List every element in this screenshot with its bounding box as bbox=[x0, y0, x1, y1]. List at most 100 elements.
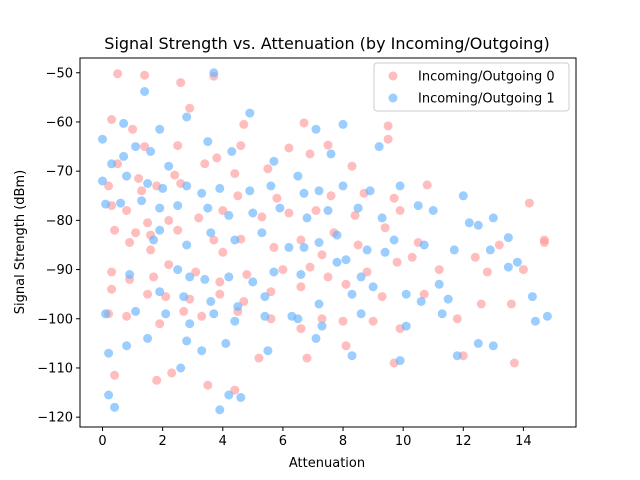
scatter-point bbox=[191, 267, 201, 277]
scatter-point bbox=[260, 292, 270, 302]
scatter-point bbox=[332, 230, 342, 240]
scatter-point bbox=[302, 213, 312, 223]
scatter-point bbox=[413, 201, 423, 211]
scatter-point bbox=[107, 115, 117, 124]
scatter-point bbox=[380, 223, 390, 233]
scatter-point bbox=[368, 316, 378, 326]
scatter-point bbox=[203, 380, 213, 390]
scatter-point bbox=[149, 272, 159, 282]
scatter-point bbox=[137, 196, 147, 206]
scatter-point bbox=[215, 183, 225, 193]
scatter-point bbox=[110, 225, 120, 235]
scatter-point bbox=[299, 118, 309, 128]
axes-layer: 0 2 4 6 8 10 12 14 −50 −60 −70 −80 −90 −100 −110 −120 bbox=[37, 57, 577, 449]
scatter-point bbox=[170, 170, 180, 180]
scatter-point bbox=[239, 119, 249, 129]
scatter-point bbox=[197, 311, 207, 321]
scatter-point bbox=[488, 213, 498, 223]
scatter-point bbox=[173, 225, 183, 235]
scatter-point bbox=[299, 242, 309, 252]
scatter-point bbox=[185, 319, 195, 329]
legend-label: Incoming/Outgoing 0 bbox=[418, 70, 555, 85]
scatter-point bbox=[107, 284, 117, 294]
scatter-point bbox=[416, 297, 426, 306]
scatter-point bbox=[293, 314, 303, 324]
scatter-point bbox=[296, 235, 306, 245]
y-tick-label: −60 bbox=[46, 115, 73, 130]
scatter-point bbox=[341, 341, 351, 351]
scatter-point bbox=[155, 203, 165, 213]
scatter-point bbox=[311, 124, 321, 134]
scatter-point bbox=[164, 215, 174, 225]
scatter-point bbox=[164, 260, 174, 270]
scatter-point bbox=[470, 252, 480, 262]
scatter-point bbox=[227, 147, 237, 156]
scatter-point bbox=[347, 161, 357, 171]
scatter-point bbox=[233, 191, 243, 201]
scatter-point bbox=[218, 206, 228, 215]
scatter-point bbox=[224, 272, 234, 282]
scatter-point bbox=[206, 228, 216, 238]
scatter-point bbox=[299, 188, 309, 198]
scatter-point bbox=[203, 203, 213, 213]
scatter-point bbox=[131, 228, 141, 238]
scatter-point bbox=[176, 363, 186, 373]
scatter-point bbox=[182, 336, 192, 346]
scatter-point bbox=[419, 289, 429, 299]
scatter-point bbox=[314, 238, 324, 247]
scatter-point bbox=[230, 235, 240, 245]
scatter-point bbox=[149, 235, 159, 245]
scatter-point bbox=[539, 238, 549, 247]
scatter-point bbox=[104, 390, 114, 400]
legend-marker bbox=[388, 71, 398, 81]
x-tick-label: 10 bbox=[395, 434, 412, 449]
scatter-point bbox=[338, 181, 348, 191]
scatter-point bbox=[395, 181, 405, 191]
scatter-point bbox=[428, 206, 438, 215]
scatter-point bbox=[407, 252, 417, 262]
scatter-point bbox=[332, 257, 342, 267]
scatter-point bbox=[509, 358, 519, 368]
scatter-point bbox=[215, 405, 225, 415]
legend: Incoming/Outgoing 0 Incoming/Outgoing 1 bbox=[373, 62, 570, 112]
scatter-point bbox=[302, 353, 312, 363]
y-tick-label: −100 bbox=[37, 312, 73, 327]
scatter-point bbox=[401, 289, 411, 299]
scatter-point bbox=[158, 183, 168, 193]
scatter-point bbox=[161, 292, 171, 302]
scatter-point bbox=[197, 188, 207, 198]
scatter-point bbox=[362, 245, 372, 255]
scatter-point bbox=[119, 118, 129, 128]
scatter-point bbox=[326, 149, 336, 159]
scatter-point bbox=[389, 193, 399, 203]
scatter-point bbox=[296, 324, 306, 334]
legend-label: Incoming/Outgoing 1 bbox=[418, 92, 555, 107]
y-axis-label: Signal Strength (dBm) bbox=[13, 170, 28, 314]
scatter-point bbox=[146, 245, 156, 255]
scatter-point bbox=[296, 282, 306, 292]
scatter-point bbox=[215, 277, 225, 287]
scatter-point bbox=[389, 235, 399, 245]
scatter-point bbox=[179, 292, 189, 302]
scatter-point bbox=[248, 277, 258, 287]
scatter-point bbox=[485, 245, 495, 255]
chart-title: Signal Strength vs. Attenuation (by Inco… bbox=[104, 34, 549, 53]
scatter-point bbox=[482, 267, 492, 277]
scatter-point bbox=[383, 134, 393, 144]
points-layer bbox=[98, 68, 552, 415]
scatter-point bbox=[242, 270, 252, 279]
scatter-point bbox=[269, 242, 279, 252]
scatter-point bbox=[257, 212, 267, 222]
scatter-point bbox=[503, 233, 513, 243]
scatter-point bbox=[269, 267, 279, 277]
scatter-point bbox=[368, 282, 378, 292]
scatter-point bbox=[380, 247, 390, 257]
scatter-point bbox=[347, 289, 357, 299]
scatter-point bbox=[140, 142, 150, 152]
scatter-point bbox=[317, 250, 327, 260]
scatter-point bbox=[311, 333, 321, 343]
scatter-point bbox=[143, 289, 153, 299]
scatter-point bbox=[101, 199, 111, 209]
scatter-point bbox=[125, 238, 135, 247]
